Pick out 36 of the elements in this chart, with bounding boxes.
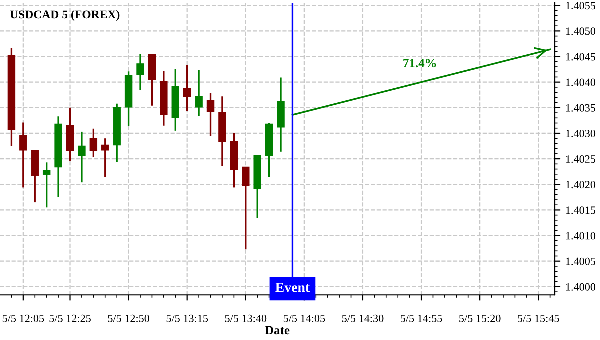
y-tick-label: 1.4050 — [566, 28, 596, 36]
candlestick — [136, 53, 144, 91]
x-tick-label: 5/5 13:15 — [166, 314, 208, 322]
x-tick-label: 5/5 15:45 — [518, 314, 560, 322]
y-tick-label: 1.4000 — [566, 283, 596, 291]
y-tick-label: 1.4005 — [566, 258, 596, 266]
candlestick — [183, 64, 192, 112]
x-tick-label: 5/5 14:30 — [342, 314, 384, 322]
y-tick-label: 1.4045 — [566, 53, 596, 61]
y-tick-label: 1.4025 — [566, 156, 596, 164]
y-tick-label: 1.4035 — [566, 104, 596, 112]
x-tick-label: 5/5 12:50 — [108, 314, 150, 322]
candlestick — [195, 69, 203, 117]
y-tick-label: 1.4055 — [566, 2, 596, 10]
candlestick — [42, 162, 51, 208]
x-tick-label: 5/5 14:05 — [284, 314, 326, 322]
candlestick — [78, 131, 86, 184]
y-tick-label: 1.4040 — [566, 78, 596, 86]
candlestick — [20, 122, 28, 189]
y-tick-label: 1.4020 — [566, 181, 596, 189]
y-tick-label: 1.4010 — [566, 232, 596, 240]
annotation: 71.4% — [404, 59, 436, 68]
y-tick-label: 1.4030 — [566, 130, 596, 138]
candlestick — [102, 138, 110, 178]
x-tick-label: 5/5 13:40 — [225, 314, 267, 322]
x-axis-title: Date — [265, 326, 290, 335]
candlestick — [90, 128, 98, 158]
text: USDCAD 5 (FOREX) — [10, 10, 120, 22]
candlestick — [206, 92, 215, 137]
y-tick-label: 1.4015 — [566, 206, 596, 214]
ref-line-label: Event — [276, 283, 310, 292]
x-tick-label: 5/5 12:25 — [50, 314, 91, 322]
x-tick-label: 5/5 12:05 — [2, 314, 44, 322]
x-tick-label: 5/5 14:55 — [401, 314, 442, 322]
candlestick — [242, 166, 250, 250]
x-tick-label: 5/5 15:20 — [460, 314, 501, 322]
